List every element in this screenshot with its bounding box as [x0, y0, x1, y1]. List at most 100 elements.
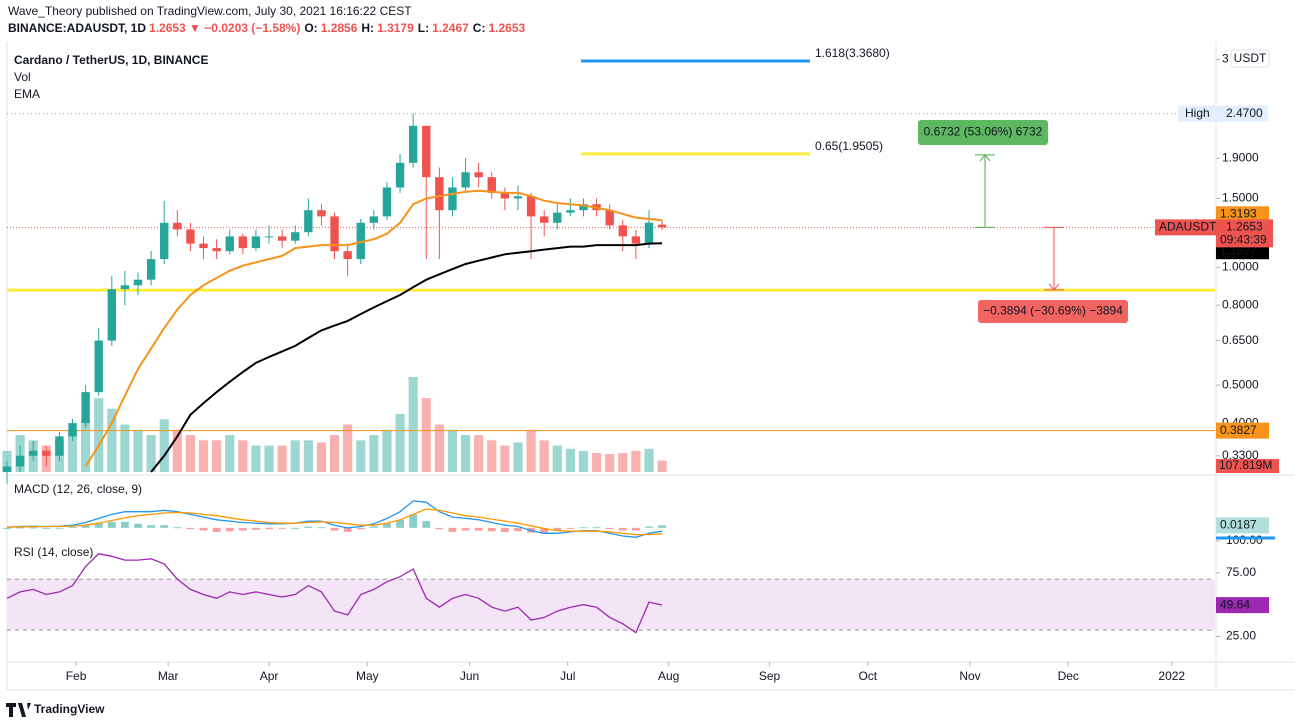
symbol-label: ADAUSDT: [1159, 220, 1217, 234]
logo[interactable]: TradingView: [6, 702, 105, 717]
candle-body: [68, 423, 77, 437]
macd-histogram: [435, 527, 444, 530]
macd-histogram: [514, 527, 522, 532]
macd-histogram: [252, 527, 260, 530]
rsi-last-bg: [1216, 597, 1269, 614]
macd-histogram: [16, 527, 25, 529]
volume-bar: [120, 424, 130, 472]
macd-histogram: [500, 527, 509, 532]
x-tick-label: May: [356, 669, 379, 683]
level-value: 0.3827: [1220, 423, 1257, 437]
candle-body: [251, 236, 261, 249]
high-text: High: [1185, 106, 1210, 120]
chart-title: Cardano / TetherUS, 1D, BINANCE: [14, 53, 208, 67]
y-tick-label: 0.3300: [1222, 448, 1259, 462]
volume-bar: [552, 445, 562, 472]
macd-histogram: [55, 527, 64, 529]
logo-text[interactable]: TradingView: [34, 702, 105, 716]
quote-part: 1.2467: [432, 21, 469, 35]
macd-histogram: [474, 527, 483, 531]
macd-histogram: [304, 526, 313, 528]
macd-histogram: [238, 527, 247, 531]
candle-body: [291, 232, 300, 241]
candle-body: [81, 392, 90, 424]
macd-histogram: [422, 521, 431, 528]
volume-bar: [578, 450, 589, 472]
macd-histogram: [566, 527, 575, 529]
macd-histogram: [317, 527, 326, 529]
candle-body: [539, 216, 549, 223]
volume-bar: [212, 440, 222, 472]
macd-histogram: [645, 526, 653, 528]
candle-body: [657, 224, 667, 228]
currency[interactable]: USDT: [1234, 51, 1267, 65]
volume-bar: [81, 419, 91, 472]
candle-body: [382, 187, 392, 217]
rsi-band: [7, 579, 1215, 631]
y-tick-label: 0.8000: [1222, 297, 1259, 311]
macd-histogram: [487, 527, 496, 532]
measure-box: [978, 300, 1128, 323]
macd-histogram: [553, 527, 562, 531]
ema-line: [84, 189, 663, 467]
macd-histogram: [225, 527, 234, 532]
volume-bar: [107, 408, 117, 472]
volume-bar: [369, 435, 379, 472]
volume-bar: [408, 377, 418, 472]
y-tick-label: 1.0000: [1222, 260, 1259, 274]
candle-body: [631, 236, 641, 244]
y-tick-label: 100.00: [1226, 533, 1263, 547]
macd-histogram: [618, 527, 627, 531]
macd-histogram: [265, 527, 273, 530]
measure-head: [975, 154, 995, 162]
candle-body: [120, 285, 130, 290]
quote-part: 1.2856: [321, 21, 358, 35]
measure-label: −0.3894 (−30.69%) −3894: [983, 304, 1123, 318]
candle-body: [15, 455, 25, 467]
volume-bar: [67, 429, 78, 472]
x-tick-label: Aug: [658, 669, 679, 683]
countdown: 09:43:39: [1220, 233, 1267, 247]
candle-body: [173, 222, 182, 230]
symbol-bg: [1155, 219, 1216, 236]
candle-body: [448, 187, 457, 211]
volume-label-bg: [1216, 459, 1279, 473]
candle-body: [146, 259, 156, 280]
candle-body: [422, 125, 431, 178]
macd-histogram: [199, 527, 208, 531]
quote-part: 1.2653 ▼ −0.0203 (−1.58%): [149, 21, 300, 35]
macd-histogram: [278, 527, 287, 529]
x-tick-label: Oct: [858, 669, 877, 683]
volume-bar: [618, 453, 628, 472]
macd-histogram: [3, 527, 11, 529]
candle-body: [317, 210, 326, 217]
quote-part: 1.2653: [488, 21, 525, 35]
macd-histogram: [396, 519, 404, 528]
macd-histogram: [448, 527, 457, 532]
logo-icon[interactable]: [6, 703, 31, 717]
level-value-bg: [1216, 422, 1269, 439]
candle-body: [474, 172, 483, 178]
volume-bar: [605, 454, 615, 472]
y-tick-label: 75.00: [1226, 565, 1256, 579]
quote-part: 1.3179: [377, 21, 414, 35]
y-tick-label: 1.9000: [1222, 150, 1259, 164]
quote-part: C:: [473, 21, 486, 35]
volume-bar: [238, 440, 248, 472]
macd-histogram: [592, 527, 601, 529]
candle-body: [500, 192, 510, 199]
x-tick-label: Nov: [959, 669, 980, 683]
candle-body: [238, 236, 248, 249]
candle-body: [42, 450, 51, 456]
x-tick-label: Jun: [460, 669, 479, 683]
quote-part: H:: [361, 21, 374, 35]
candle-body: [199, 243, 208, 249]
candle-body: [566, 210, 575, 213]
high-value: 2.4700: [1226, 106, 1263, 120]
macd-histogram: [147, 525, 156, 528]
currency-box[interactable]: [1230, 49, 1270, 68]
volume-bar: [264, 445, 274, 472]
macd-histogram: [212, 527, 221, 532]
candle-body: [579, 204, 588, 211]
volume-bar: [329, 435, 340, 472]
